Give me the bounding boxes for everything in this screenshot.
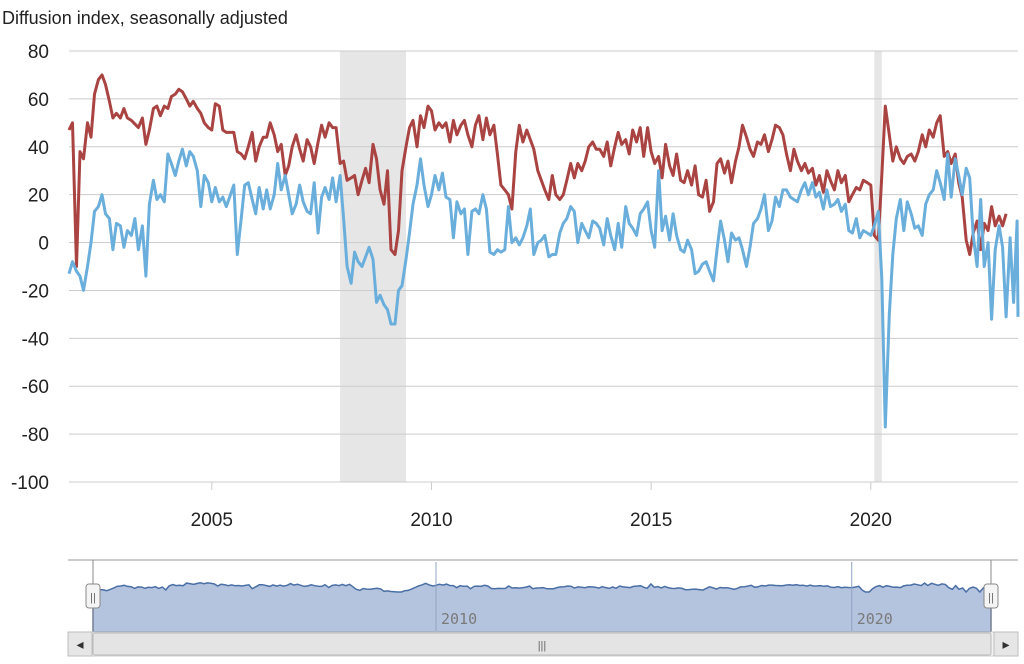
y-tick-label: -80 — [22, 425, 49, 446]
x-tick-label: 2020 — [850, 510, 892, 531]
scroll-right-button[interactable]: ▸ — [993, 631, 1019, 657]
navigator-series-area — [92, 582, 992, 633]
scrollbar-thumb[interactable]: ||| — [92, 632, 992, 656]
right-handle-grip: || — [988, 592, 994, 604]
navigator[interactable]: 2010 2020 || || — [68, 559, 1018, 633]
y-axis-label: Diffusion index, seasonally adjusted — [2, 8, 288, 28]
navigator-tick-label: 2010 — [441, 610, 477, 628]
left-handle-grip: || — [90, 592, 96, 604]
series-line-1 — [67, 147, 1020, 429]
left-arrow-icon: ◂ — [76, 636, 83, 652]
x-tick-label: 2010 — [410, 510, 452, 531]
x-tick-label: 2015 — [630, 510, 672, 531]
y-tick-label: -40 — [22, 329, 49, 350]
y-axis-ticks: 80 60 40 20 0 -20 -40 -60 -80 -100 — [11, 42, 49, 494]
scroll-left-button[interactable]: ◂ — [67, 631, 93, 657]
y-tick-label: 40 — [28, 138, 49, 159]
y-tick-label: 20 — [28, 186, 49, 207]
right-arrow-icon: ▸ — [1002, 636, 1009, 652]
series-lines — [67, 73, 1020, 429]
y-tick-label: 0 — [38, 234, 49, 255]
y-tick-label: -20 — [22, 281, 49, 302]
y-tick-label: 60 — [28, 90, 49, 111]
navigator-right-handle[interactable]: || — [983, 583, 999, 609]
navigator-ticks: 2010 2020 — [435, 562, 893, 632]
navigator-left-handle[interactable]: || — [85, 583, 101, 609]
recession-band-1 — [874, 51, 882, 482]
scrollbar[interactable]: ◂ ||| ▸ — [67, 631, 1019, 657]
y-tick-label: -60 — [22, 377, 49, 398]
navigator-tick-label: 2020 — [857, 610, 893, 628]
x-axis-ticks: 2005 2010 2015 2020 — [191, 482, 892, 531]
y-tick-label: -100 — [11, 473, 49, 494]
x-tick-label: 2005 — [191, 510, 233, 531]
navigator-area — [92, 582, 992, 633]
grid-lines — [69, 50, 1018, 483]
y-tick-label: 80 — [28, 42, 49, 63]
thumb-grip-icon: ||| — [538, 640, 547, 652]
series-line-0 — [67, 73, 1008, 268]
